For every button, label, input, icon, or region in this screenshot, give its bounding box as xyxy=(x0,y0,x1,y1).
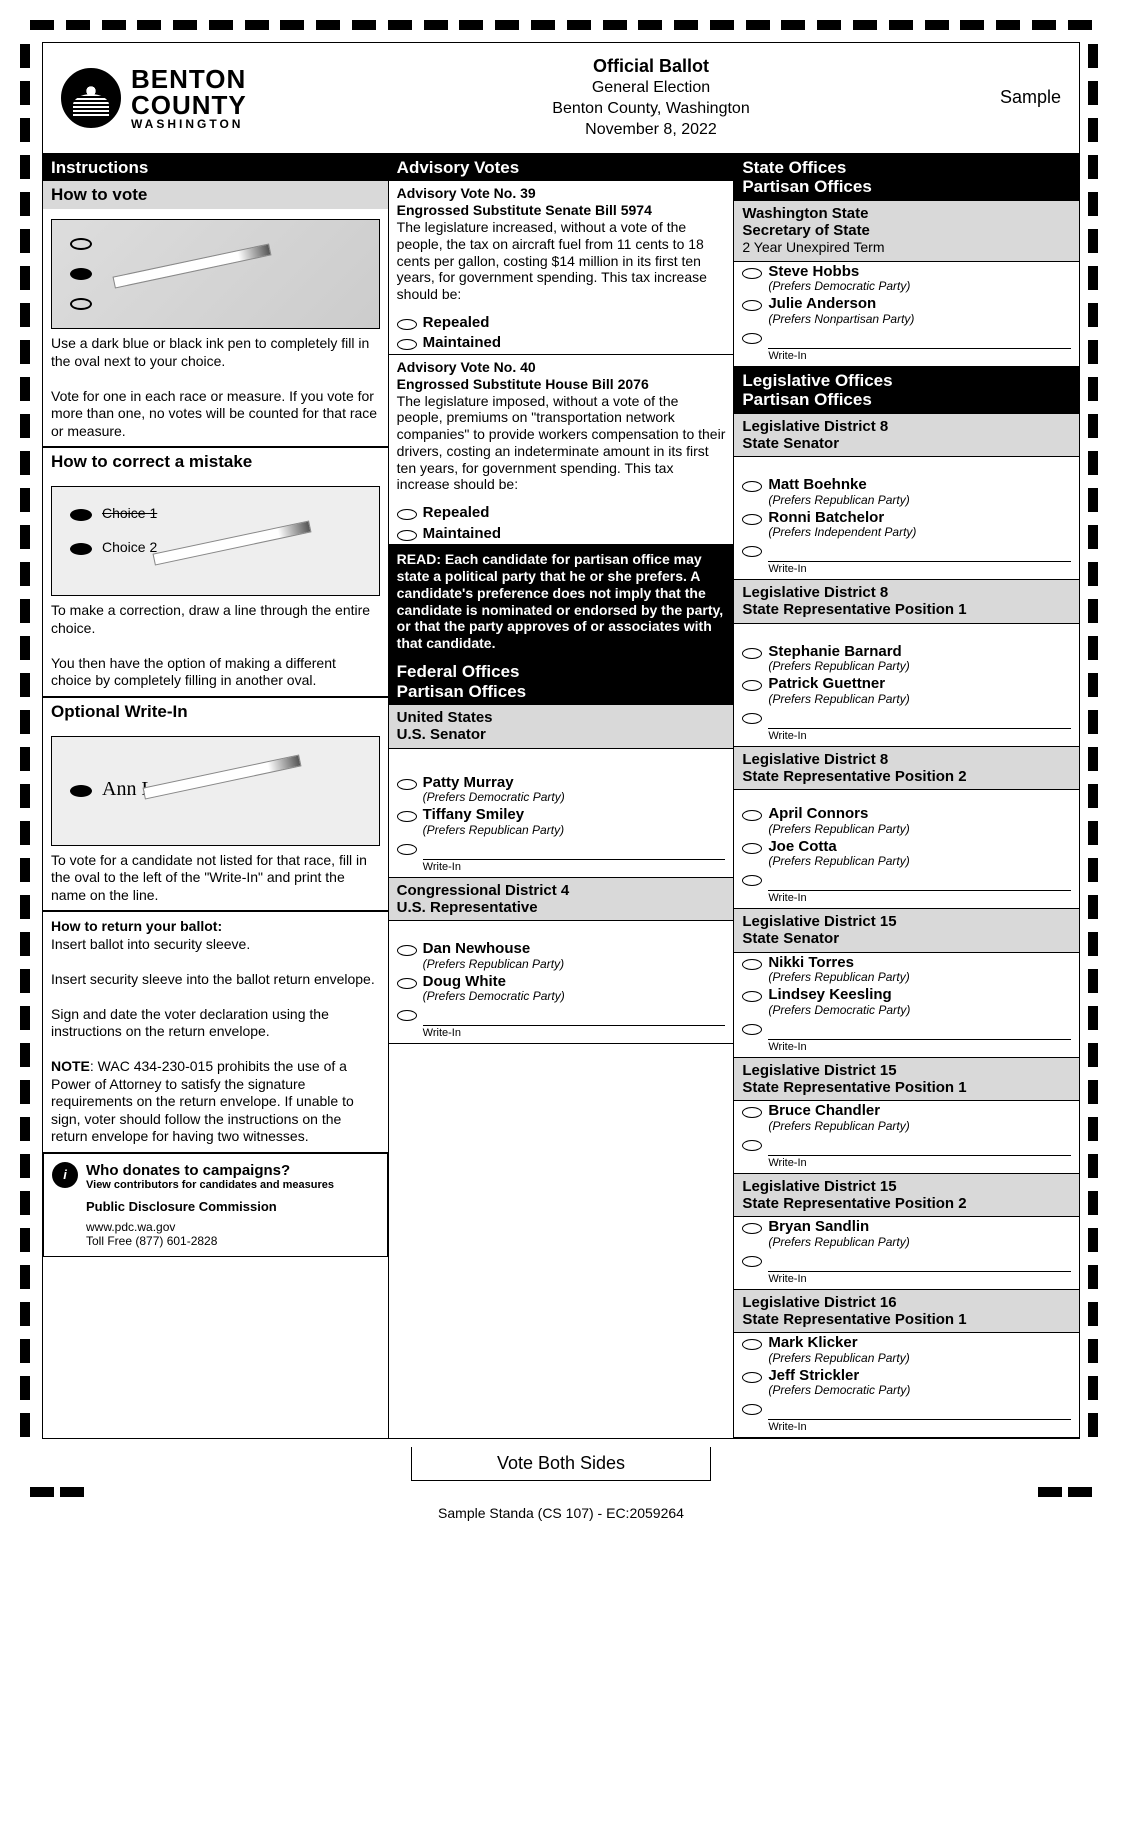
campaign-donations-box: i Who donates to campaigns? View contrib… xyxy=(43,1153,388,1257)
timing-marks-top xyxy=(20,20,1102,34)
candidate-torres[interactable]: Nikki Torres(Prefers Republican Party) xyxy=(734,953,1079,986)
us-senator-contest: United StatesU.S. Senator Patty Murray(P… xyxy=(389,705,734,878)
ld15-rep1-contest: Legislative District 15State Representat… xyxy=(734,1058,1079,1174)
timing-marks-left xyxy=(20,34,34,1447)
ld8r1-writein[interactable] xyxy=(734,707,1079,726)
return-step-2: Insert security sleeve into the ballot r… xyxy=(51,971,380,989)
ld8sen-writein[interactable] xyxy=(734,540,1079,559)
house-writein[interactable] xyxy=(389,1004,734,1023)
election-date: November 8, 2022 xyxy=(341,120,961,141)
county-logo-block: BENTON COUNTY WASHINGTON xyxy=(61,66,341,130)
sos-writein[interactable] xyxy=(734,327,1079,346)
vote-instruction-2: Vote for one in each race or measure. If… xyxy=(51,388,380,441)
county-seal-icon xyxy=(61,68,121,128)
ld16r1-writein[interactable] xyxy=(734,1398,1079,1417)
county-name: BENTON xyxy=(131,66,247,92)
candidate-boehnke[interactable]: Matt Boehnke(Prefers Republican Party) xyxy=(734,475,1079,508)
candidate-sandlin[interactable]: Bryan Sandlin(Prefers Republican Party) xyxy=(734,1217,1079,1250)
ld15-rep2-contest: Legislative District 15State Representat… xyxy=(734,1174,1079,1290)
return-title: How to return your ballot: xyxy=(51,918,222,934)
ld15r1-writein[interactable] xyxy=(734,1134,1079,1153)
candidate-white[interactable]: Doug White(Prefers Democratic Party) xyxy=(389,972,734,1005)
legislative-offices-header: Legislative OfficesPartisan Offices xyxy=(734,367,1079,414)
ld8r2-writein[interactable] xyxy=(734,869,1079,888)
ld8-rep2-contest: Legislative District 8State Representati… xyxy=(734,747,1079,910)
candidate-cotta[interactable]: Joe Cotta(Prefers Republican Party) xyxy=(734,837,1079,870)
pdc-name: Public Disclosure Commission xyxy=(86,1199,334,1214)
state-offices-header: State OfficesPartisan Offices xyxy=(734,154,1079,201)
candidate-klicker[interactable]: Mark Klicker(Prefers Republican Party) xyxy=(734,1333,1079,1366)
candidate-batchelor[interactable]: Ronni Batchelor(Prefers Independent Part… xyxy=(734,508,1079,541)
us-rep-contest: Congressional District 4U.S. Representat… xyxy=(389,878,734,1045)
ld15r2-writein[interactable] xyxy=(734,1250,1079,1269)
pdc-url: www.pdc.wa.gov xyxy=(86,1220,334,1234)
campaign-title: Who donates to campaigns? xyxy=(86,1162,334,1179)
ballot-header: BENTON COUNTY WASHINGTON Official Ballot… xyxy=(43,43,1079,154)
senate-writein[interactable] xyxy=(389,838,734,857)
return-note: NOTE: WAC 434-230-015 prohibits the use … xyxy=(51,1058,380,1146)
candidate-newhouse[interactable]: Dan Newhouse(Prefers Republican Party) xyxy=(389,939,734,972)
jurisdiction: Benton County, Washington xyxy=(341,99,961,120)
footer-code: Sample Standa (CS 107) - EC:2059264 xyxy=(20,1497,1102,1525)
correct-mistake-illustration: Choice 1 Choice 2 xyxy=(51,486,380,596)
how-to-vote-header: How to vote xyxy=(43,181,388,209)
candidate-guettner[interactable]: Patrick Guettner(Prefers Republican Part… xyxy=(734,674,1079,707)
ld8-senator-contest: Legislative District 8State Senator Matt… xyxy=(734,414,1079,581)
advisory-vote-39: Advisory Vote No. 39 Engrossed Substitut… xyxy=(389,181,734,355)
instructions-header: Instructions xyxy=(43,154,388,182)
candidate-chandler[interactable]: Bruce Chandler(Prefers Republican Party) xyxy=(734,1101,1079,1134)
correct-instruction-1: To make a correction, draw a line throug… xyxy=(51,602,380,637)
column-instructions: Instructions How to vote Use a dark blue… xyxy=(43,154,389,1438)
column-right: State OfficesPartisan Offices Washington… xyxy=(734,154,1079,1438)
return-step-1: Insert ballot into security sleeve. xyxy=(51,936,380,954)
ballot-title-block: Official Ballot General Election Benton … xyxy=(341,55,961,141)
ballot-content: BENTON COUNTY WASHINGTON Official Ballot… xyxy=(42,42,1080,1439)
info-icon: i xyxy=(52,1162,78,1188)
av40-maintained[interactable]: Maintained xyxy=(389,524,734,545)
ld16-rep1-contest: Legislative District 16State Representat… xyxy=(734,1290,1079,1439)
county-label: COUNTY xyxy=(131,92,247,118)
ld15sen-writein[interactable] xyxy=(734,1018,1079,1037)
election-type: General Election xyxy=(341,78,961,99)
ld15-senator-contest: Legislative District 15State Senator Nik… xyxy=(734,909,1079,1058)
partisan-read-box: READ: Each candidate for partisan office… xyxy=(389,545,734,658)
candidate-anderson[interactable]: Julie Anderson(Prefers Nonpartisan Party… xyxy=(734,294,1079,327)
column-middle: Advisory Votes Advisory Vote No. 39 Engr… xyxy=(389,154,735,1438)
candidate-murray[interactable]: Patty Murray(Prefers Democratic Party) xyxy=(389,773,734,806)
timing-marks-right xyxy=(1088,34,1102,1447)
how-to-vote-illustration xyxy=(51,219,380,329)
candidate-smiley[interactable]: Tiffany Smiley(Prefers Republican Party) xyxy=(389,805,734,838)
av39-repealed[interactable]: Repealed xyxy=(389,313,734,334)
correct-mistake-header: How to correct a mistake xyxy=(43,447,388,476)
advisory-vote-40: Advisory Vote No. 40 Engrossed Substitut… xyxy=(389,355,734,545)
writein-illustration: Ann L xyxy=(51,736,380,846)
ld8-rep1-contest: Legislative District 8State Representati… xyxy=(734,580,1079,747)
advisory-votes-header: Advisory Votes xyxy=(389,154,734,182)
candidate-hobbs[interactable]: Steve Hobbs(Prefers Democratic Party) xyxy=(734,262,1079,295)
pdc-phone: Toll Free (877) 601-2828 xyxy=(86,1234,334,1248)
vote-both-sides: Vote Both Sides xyxy=(411,1447,711,1481)
candidate-connors[interactable]: April Connors(Prefers Republican Party) xyxy=(734,804,1079,837)
sample-label: Sample xyxy=(961,87,1061,108)
campaign-subtitle: View contributors for candidates and mea… xyxy=(86,1179,334,1191)
candidate-keesling[interactable]: Lindsey Keesling(Prefers Democratic Part… xyxy=(734,985,1079,1018)
return-step-3: Sign and date the voter declaration usin… xyxy=(51,1006,380,1041)
candidate-strickler[interactable]: Jeff Strickler(Prefers Democratic Party) xyxy=(734,1366,1079,1399)
candidate-barnard[interactable]: Stephanie Barnard(Prefers Republican Par… xyxy=(734,642,1079,675)
writein-header: Optional Write-In xyxy=(43,697,388,726)
ballot-title: Official Ballot xyxy=(341,55,961,78)
state-name: WASHINGTON xyxy=(131,118,247,130)
federal-offices-header: Federal OfficesPartisan Offices xyxy=(389,658,734,705)
av40-repealed[interactable]: Repealed xyxy=(389,503,734,524)
vote-instruction-1: Use a dark blue or black ink pen to comp… xyxy=(51,335,380,370)
timing-marks-bottom xyxy=(20,1487,1102,1497)
sos-contest: Washington StateSecretary of State2 Year… xyxy=(734,201,1079,367)
correct-instruction-2: You then have the option of making a dif… xyxy=(51,655,380,690)
writein-instruction: To vote for a candidate not listed for t… xyxy=(51,852,380,905)
av39-maintained[interactable]: Maintained xyxy=(389,333,734,354)
